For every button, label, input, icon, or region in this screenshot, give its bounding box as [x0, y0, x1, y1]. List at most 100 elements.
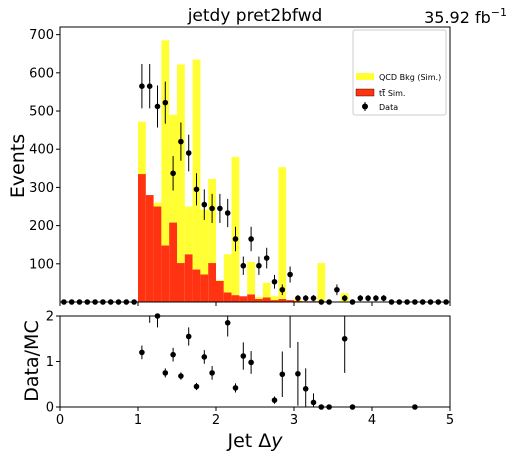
- data-point: [380, 295, 387, 301]
- bar-ttbar: [270, 300, 279, 302]
- legend-ttbar-t: t: [379, 89, 382, 98]
- bar-ttbar: [239, 296, 248, 302]
- ratio-point: [310, 399, 317, 406]
- ratio-point: [201, 354, 208, 360]
- bar-qcd: [262, 282, 271, 298]
- data-point: [279, 286, 286, 293]
- data-point: [146, 83, 153, 90]
- ratio-plot-frame: [59, 315, 451, 408]
- bar-qcd: [153, 202, 162, 207]
- data-point: [224, 210, 231, 216]
- bar-ttbar: [169, 222, 177, 302]
- data-point: [357, 295, 364, 301]
- bar-qcd: [247, 261, 255, 295]
- bar-ttbar: [145, 195, 154, 302]
- x-ticks: 0 1 2 3 4 5: [56, 302, 454, 428]
- lumi-exponent: −1: [491, 6, 507, 19]
- bar-ttbar: [161, 245, 170, 302]
- bar-ttbar: [177, 263, 185, 302]
- lumi-label: 35.92 fb−1: [424, 6, 507, 27]
- data-point: [256, 262, 262, 269]
- legend-ttbar-tbar: t: [382, 89, 385, 98]
- y-tick-label: 500: [29, 105, 54, 120]
- bar-qcd: [278, 167, 287, 299]
- bar-qcd: [317, 263, 326, 302]
- x-tick-label: 5: [446, 413, 454, 428]
- x-axis-label-main: Jet Δ: [226, 430, 271, 452]
- data-point: [170, 170, 176, 177]
- ratio-point: [240, 353, 247, 359]
- ratio-point: [178, 373, 184, 379]
- bar-qcd: [161, 40, 170, 246]
- data-point: [302, 295, 309, 301]
- bar-ttbar: [247, 294, 255, 302]
- ratio-point: [279, 371, 286, 378]
- chart-title: jetdy pret2bfwd: [187, 6, 323, 26]
- main-bars: [138, 40, 357, 302]
- legend-swatch-qcd: [356, 73, 374, 80]
- legend-label-qcd: QCD Bkg (Sim.): [379, 73, 441, 82]
- data-point: [373, 295, 379, 301]
- ratio-point: [341, 335, 348, 342]
- data-point: [193, 186, 200, 193]
- x-axis-label: Jet Δy: [226, 430, 283, 452]
- legend-swatch-ttbar: [355, 88, 375, 97]
- main-y-ticks: 100 200 300 400 500 600 700: [29, 28, 60, 272]
- y-tick-label: 200: [29, 219, 54, 234]
- ratio-y-axis-label: Data/MC: [21, 320, 43, 401]
- data-point: [201, 201, 208, 208]
- data-point: [232, 236, 239, 242]
- data-point: [162, 99, 169, 106]
- bar-qcd: [138, 121, 146, 175]
- legend-ttbar-suffix: Sim.: [385, 89, 405, 98]
- ratio-y-tick-label: 0: [46, 401, 54, 416]
- y-tick-label: 700: [29, 28, 54, 43]
- y-tick-label: 100: [29, 257, 54, 272]
- bar-ttbar: [294, 300, 302, 302]
- bar-ttbar: [138, 174, 146, 302]
- x-tick-label: 1: [134, 413, 142, 428]
- legend-data-marker: [362, 103, 368, 110]
- ratio-point: [248, 359, 254, 366]
- legend-frame: [352, 29, 447, 116]
- bar-qcd: [255, 297, 263, 299]
- bar-ttbar: [262, 297, 271, 302]
- ratio-point: [232, 385, 239, 391]
- data-point: [341, 295, 348, 301]
- bar-qcd: [184, 206, 193, 255]
- bar-ttbar: [192, 269, 201, 302]
- ratio-point: [170, 351, 176, 358]
- ratio-point: [162, 370, 169, 376]
- bar-ttbar: [286, 300, 294, 302]
- x-tick-label: 3: [290, 413, 298, 428]
- data-point: [185, 150, 192, 156]
- bar-ttbar: [184, 254, 193, 302]
- legend-label-ttbar: tt Sim.: [379, 89, 405, 98]
- data-point: [287, 271, 293, 278]
- bar-ttbar: [223, 292, 232, 302]
- data-point: [365, 295, 371, 301]
- bar-ttbar: [216, 280, 224, 302]
- bar-ttbar: [208, 263, 216, 302]
- bar-qcd: [192, 59, 201, 270]
- bar-qcd: [177, 64, 185, 264]
- x-tick-label: 2: [212, 413, 220, 428]
- ratio-y-ticks: 0 1 2: [46, 310, 60, 416]
- y-axis-label: Events: [7, 134, 29, 198]
- ratio-point: [193, 383, 200, 390]
- bar-qcd: [270, 296, 279, 301]
- bar-ttbar: [255, 298, 263, 302]
- x-tick-label: 0: [56, 413, 64, 428]
- legend: QCD Bkg (Sim.) tt Sim. Data: [352, 29, 447, 116]
- data-point: [295, 295, 301, 301]
- ratio-data-points: [139, 313, 418, 410]
- ratio-point: [271, 397, 278, 403]
- bar-ttbar: [231, 295, 240, 302]
- y-tick-label: 400: [29, 143, 54, 158]
- bar-ttbar: [278, 298, 287, 302]
- lumi-value: 35.92 fb: [424, 8, 491, 27]
- x-tick-label: 4: [368, 413, 376, 428]
- x-axis-label-var: y: [270, 430, 283, 452]
- data-point: [334, 286, 340, 293]
- y-tick-label: 600: [29, 66, 54, 81]
